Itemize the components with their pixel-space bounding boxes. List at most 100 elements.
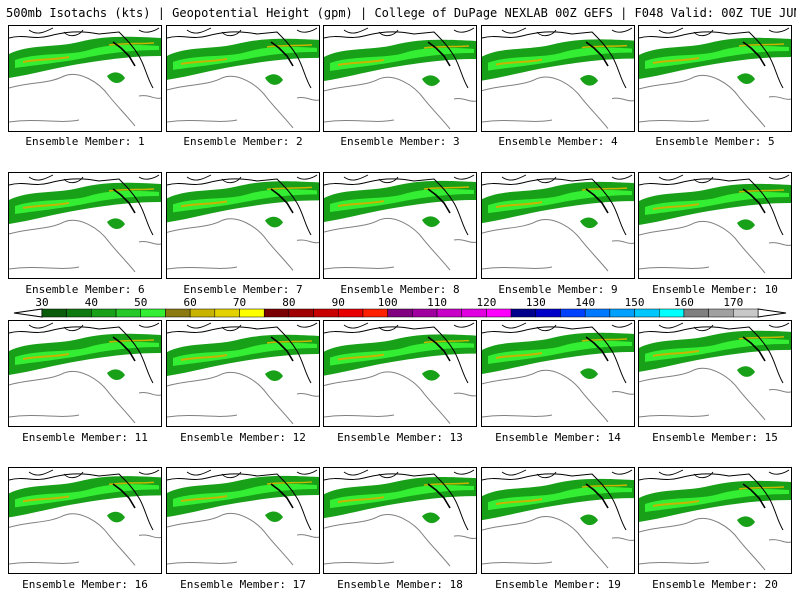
geopotential-height-contours	[639, 221, 791, 274]
coastline-lines	[324, 174, 475, 236]
colorbar-swatch	[115, 308, 142, 318]
colorbar-swatch	[239, 308, 265, 318]
ensemble-member-label: Ensemble Member: 10	[652, 283, 778, 296]
colorbar-swatch	[165, 308, 191, 318]
colorbar-tick-label: 50	[134, 297, 147, 309]
ensemble-member-map	[166, 172, 320, 279]
ensemble-member-map	[638, 320, 792, 427]
isotach-jet-band	[167, 334, 319, 381]
colorbar-tick-label: 140	[575, 297, 595, 309]
coastline-lines	[167, 469, 318, 531]
isotach-jet-band	[482, 181, 634, 229]
geopotential-height-contours	[324, 218, 476, 271]
isotach-jet-band	[167, 38, 319, 85]
geopotential-height-contours	[324, 371, 476, 424]
ensemble-member-map	[166, 467, 320, 574]
isotach-jet-band	[167, 475, 319, 523]
geopotential-height-contours	[639, 75, 791, 128]
isotach-jet-band	[639, 183, 791, 231]
map-title: 500mb Isotachs (kts) | Geopotential Heig…	[6, 6, 796, 20]
ensemble-member-label: Ensemble Member: 5	[655, 135, 775, 148]
colorbar-tick-label: 100	[378, 297, 398, 309]
coastline-lines	[9, 174, 160, 236]
colorbar-swatch	[708, 308, 734, 318]
ensemble-member-map	[8, 467, 162, 574]
ensemble-member-label: Ensemble Member: 7	[183, 283, 303, 296]
geopotential-height-contours	[482, 76, 634, 129]
colorbar-swatch	[214, 308, 240, 318]
geopotential-height-contours	[167, 218, 319, 271]
ensemble-member-map	[481, 320, 635, 427]
isotach-jet-band	[324, 334, 476, 381]
geopotential-height-contours	[324, 77, 476, 130]
ensemble-member-label: Ensemble Member: 17	[180, 578, 306, 591]
coastline-lines	[639, 27, 790, 89]
coastline-lines	[9, 322, 160, 384]
ensemble-member-map	[481, 467, 635, 574]
geopotential-height-contours	[167, 75, 319, 129]
coastline-lines	[9, 27, 160, 89]
isotach-jet-band	[639, 37, 791, 85]
colorbar-tick-label: 110	[427, 297, 447, 309]
isotach-jet-band	[9, 36, 161, 83]
coastline-lines	[167, 322, 318, 384]
geopotential-height-contours	[482, 370, 634, 423]
ensemble-member-map	[638, 25, 792, 132]
ensemble-member-label: Ensemble Member: 13	[337, 431, 463, 444]
colorbar-tick-label: 90	[332, 297, 345, 309]
colorbar-swatch	[486, 308, 512, 318]
geopotential-height-contours	[324, 514, 476, 567]
coastline-lines	[639, 174, 790, 236]
isotach-jet-band	[482, 478, 634, 526]
ensemble-member-label: Ensemble Member: 11	[22, 431, 148, 444]
ensemble-member-map	[481, 25, 635, 132]
colorbar-swatch	[658, 308, 685, 318]
coastline-lines	[9, 469, 160, 531]
ensemble-member-label: Ensemble Member: 18	[337, 578, 463, 591]
isotach-jet-band	[639, 480, 791, 528]
ensemble-member-label: Ensemble Member: 14	[495, 431, 621, 444]
colorbar-tick-label: 70	[233, 297, 246, 309]
colorbar-swatch	[683, 308, 709, 318]
coastline-lines	[482, 27, 633, 89]
ensemble-member-label: Ensemble Member: 6	[25, 283, 145, 296]
geopotential-height-contours	[482, 219, 634, 272]
ensemble-member-label: Ensemble Member: 16	[22, 578, 148, 591]
colorbar-swatch	[609, 308, 635, 318]
colorbar-tick-label: 30	[35, 297, 48, 309]
ensemble-member-map	[638, 467, 792, 574]
geopotential-height-contours	[639, 367, 791, 421]
colorbar-swatch	[41, 308, 67, 318]
ensemble-member-map	[481, 172, 635, 279]
isotach-jet-band	[482, 332, 634, 379]
geopotential-height-contours	[9, 513, 161, 566]
geopotential-height-contours	[639, 518, 791, 571]
geopotential-height-contours	[167, 372, 319, 425]
colorbar-swatch	[313, 308, 339, 318]
isotach-jet-band	[324, 180, 476, 228]
colorbar-tick-label: 40	[85, 297, 98, 309]
coastline-lines	[482, 469, 633, 531]
isotach-jet-band	[9, 476, 161, 523]
coastline-lines	[639, 322, 790, 384]
colorbar-swatch	[263, 308, 290, 318]
colorbar-swatch	[634, 308, 660, 318]
ensemble-member-label: Ensemble Member: 3	[340, 135, 460, 148]
colorbar-swatch	[733, 308, 759, 318]
colorbar-swatch	[584, 308, 611, 318]
coastline-lines	[482, 174, 633, 236]
colorbar-tick-label: 80	[282, 297, 295, 309]
colorbar-tick-label: 150	[625, 297, 645, 309]
colorbar-left-arrow	[13, 308, 43, 318]
colorbar-swatch	[461, 308, 487, 318]
ensemble-member-map	[8, 320, 162, 427]
isotach-jet-band	[324, 476, 476, 524]
colorbar-swatch	[288, 308, 314, 318]
colorbar-swatch	[510, 308, 537, 318]
colorbar-tick-label: 130	[526, 297, 546, 309]
colorbar-tick-label: 170	[723, 297, 743, 309]
isotach-jet-band	[639, 330, 791, 377]
ensemble-member-map	[323, 172, 477, 279]
colorbar-swatch	[412, 308, 438, 318]
colorbar-swatch	[387, 308, 413, 318]
